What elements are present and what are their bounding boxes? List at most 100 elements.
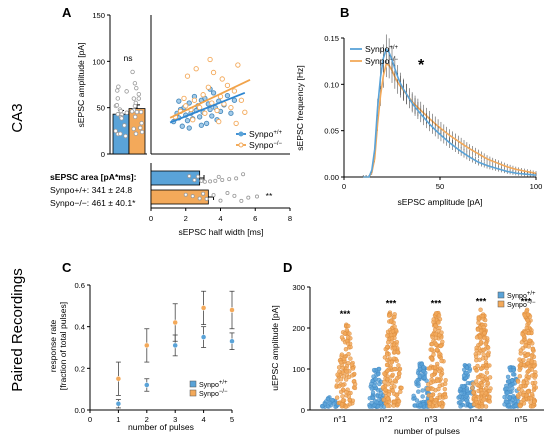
a-scatter-point — [233, 120, 239, 127]
d-point — [471, 402, 477, 407]
d-point — [372, 383, 377, 388]
a-scatter-point — [209, 113, 215, 119]
d-point — [385, 376, 390, 382]
d-point — [417, 374, 422, 379]
a-scatter-legend-marker — [238, 131, 244, 137]
d-point — [395, 349, 400, 355]
panel-label-c: C — [62, 260, 72, 275]
d-point — [385, 403, 390, 408]
d-point — [390, 388, 396, 393]
a-bar-point — [124, 110, 130, 115]
d-point — [485, 381, 491, 386]
a-scatter-point — [186, 100, 192, 106]
d-point — [430, 386, 435, 392]
d-point — [398, 389, 403, 394]
d-point — [481, 347, 486, 353]
a-halfwidth-x-tick-label: 0 — [149, 214, 153, 223]
a-bar-point — [134, 85, 139, 91]
c-point — [144, 382, 150, 388]
d-point — [396, 363, 401, 368]
c-x-tick-label: 3 — [173, 415, 177, 424]
d-point — [440, 404, 445, 409]
d-point — [465, 380, 471, 386]
d-point — [421, 365, 426, 370]
c-point — [172, 342, 178, 349]
d-point — [428, 380, 434, 385]
a-scatter-point — [231, 97, 238, 103]
side-label-ca3: CA3 — [9, 103, 26, 132]
a-scatter-fit-line — [169, 79, 251, 119]
a-halfwidth-point — [202, 179, 207, 184]
a-bar-chart: sEPSC amplitude [pA] ns 0 50 100 150 — [76, 11, 147, 159]
a-halfwidth-point — [199, 178, 204, 183]
a-halfwidth-point — [239, 198, 244, 203]
d-point — [385, 344, 390, 350]
a-scatter-point — [198, 122, 205, 128]
d-legend-label: Synpo−/− — [507, 300, 536, 309]
d-x-tick-label: n°1 — [334, 414, 347, 424]
d-point — [511, 372, 516, 377]
d-point — [340, 394, 345, 399]
d-point — [475, 374, 481, 380]
d-point — [381, 397, 386, 402]
d-point — [335, 378, 340, 383]
d-x-tick-label: n°5 — [515, 414, 528, 424]
d-point — [437, 351, 442, 356]
d-point — [345, 335, 351, 340]
d-point — [416, 383, 421, 388]
d-point — [517, 357, 522, 362]
d-point — [518, 383, 524, 389]
a-halfwidth-point — [187, 174, 192, 179]
c-point — [115, 376, 122, 382]
d-point — [392, 345, 397, 351]
a-scatter-point — [184, 117, 191, 124]
d-point — [352, 381, 358, 387]
b-legend-label: Synpo+/+ — [365, 44, 399, 54]
a-scatter-point — [193, 66, 199, 72]
d-point — [520, 332, 525, 337]
d-point — [476, 351, 482, 356]
a-scatter-fit-line — [169, 92, 246, 124]
d-point — [509, 378, 515, 383]
d-point — [485, 345, 491, 350]
a-halfwidth-point — [208, 179, 213, 184]
side-label-paired-recordings: Paired Recordings — [9, 268, 26, 391]
a-area-row-wt: Synpo+/+: 341 ± 24.8 — [50, 185, 132, 195]
d-point — [340, 398, 346, 403]
d-point — [531, 387, 537, 393]
a-halfwidth-point — [225, 191, 230, 196]
d-point — [428, 396, 434, 401]
d-point — [346, 360, 351, 366]
d-point — [473, 396, 479, 402]
c-x-tick-label: 4 — [201, 415, 205, 424]
d-point — [438, 372, 444, 378]
a-bar-point — [131, 96, 137, 101]
a-scatter-point — [210, 90, 217, 96]
a-bar-point — [136, 91, 142, 97]
d-point — [530, 373, 535, 378]
d-point — [476, 320, 481, 325]
c-x-tick-label: 0 — [88, 415, 92, 424]
a-scatter-point — [214, 107, 220, 114]
d-point — [479, 366, 484, 371]
d-point — [349, 362, 355, 367]
d-point — [338, 389, 344, 395]
d-point — [330, 398, 335, 403]
b-y-tick-label: 0.00 — [324, 173, 339, 182]
d-point — [480, 382, 485, 388]
d-point — [383, 387, 388, 393]
a-halfwidth-point — [218, 198, 223, 203]
b-x-tick-label: 50 — [436, 182, 444, 191]
a-scatter-point — [224, 92, 231, 99]
d-point — [429, 356, 435, 361]
d-point — [399, 385, 404, 391]
b-x-tick-label: 100 — [530, 182, 543, 191]
d-point — [389, 360, 395, 365]
a-bar-ns-annotation: ns — [123, 53, 132, 63]
c-legend-label: Synpo−/− — [199, 389, 228, 398]
c-y-tick-label: 0.2 — [74, 364, 85, 373]
a-bar-point — [139, 129, 145, 135]
d-point — [471, 381, 476, 386]
a-bar-point — [115, 88, 120, 93]
